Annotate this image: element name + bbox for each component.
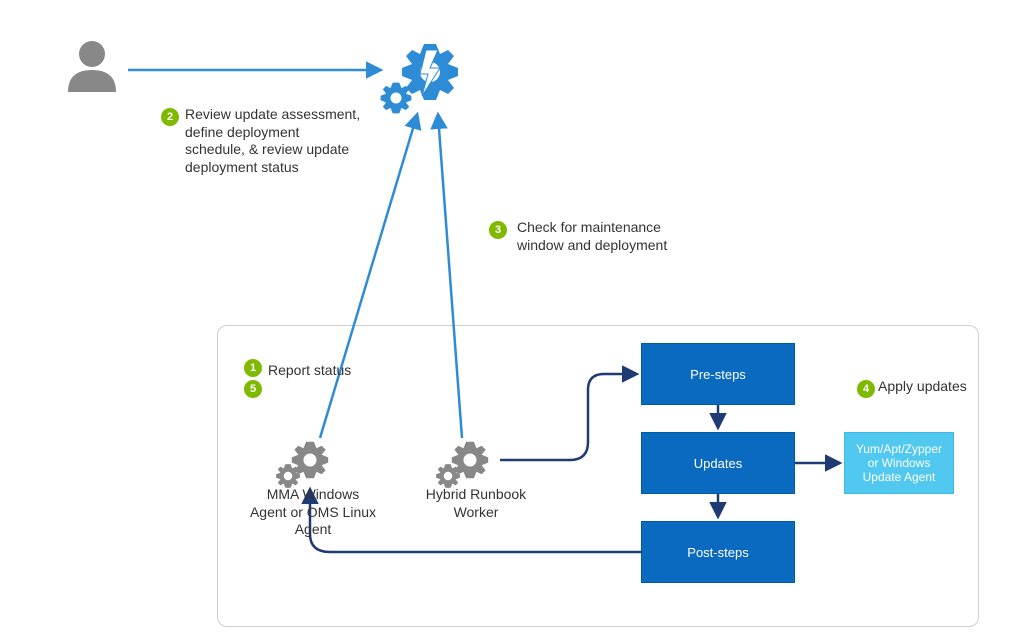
label-step1-5: Report status — [268, 362, 388, 380]
diagram-canvas: Pre-steps Updates Post-steps Yum/Apt/Zyp… — [0, 0, 1033, 637]
label-step2: Review update assessment, define deploym… — [161, 106, 361, 176]
box-update-agent: Yum/Apt/Zypper or Windows Update Agent — [844, 432, 954, 494]
box-pre-steps: Pre-steps — [641, 343, 795, 405]
badge-5: 5 — [244, 380, 262, 398]
label-step4: Apply updates — [854, 378, 978, 396]
box-updates: Updates — [641, 432, 795, 494]
label-hybrid: Hybrid Runbook Worker — [416, 486, 536, 521]
automation-gear-icon — [381, 44, 458, 113]
user-icon — [68, 41, 116, 92]
box-post-steps: Post-steps — [641, 521, 795, 583]
badge-1: 1 — [244, 359, 262, 377]
label-step3: Check for maintenance window and deploym… — [489, 219, 687, 254]
label-mma: MMA Windows Agent or OMS Linux Agent — [248, 486, 378, 539]
